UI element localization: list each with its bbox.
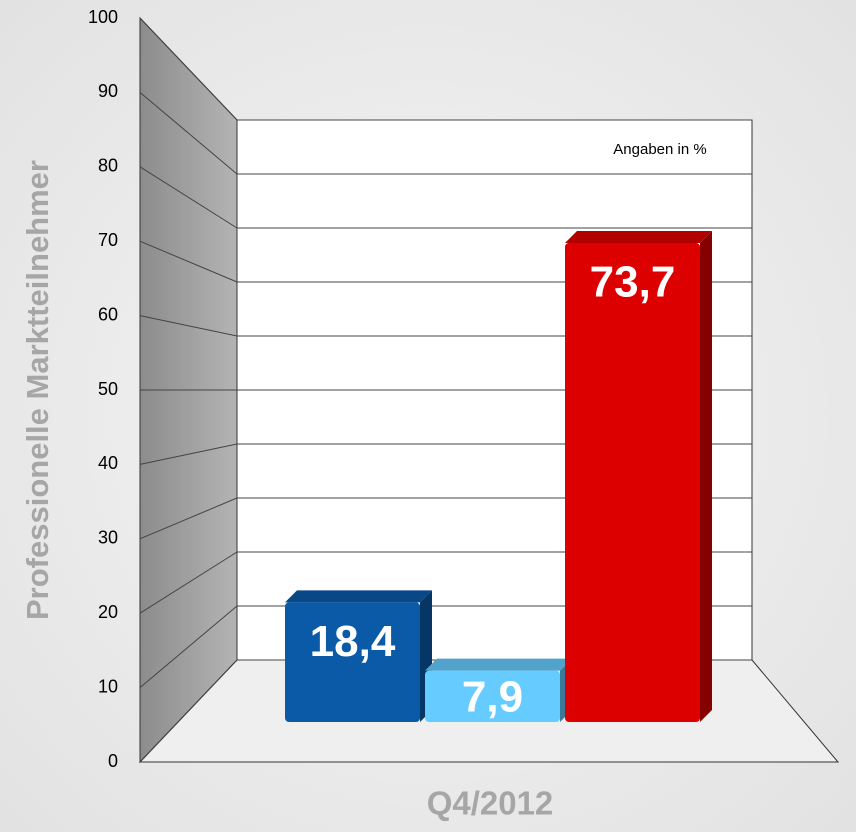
data-label: 7,9: [462, 673, 523, 722]
y-axis-label: Professionelle Marktteilnehmer: [20, 160, 55, 620]
y-tick-label: 100: [88, 7, 118, 27]
bar-top: [565, 230, 712, 243]
y-tick-label: 10: [98, 676, 118, 696]
y-tick-label: 50: [98, 379, 118, 399]
grid-line: [139, 497, 238, 540]
grid-line: [139, 240, 238, 283]
grid-line: [139, 659, 238, 763]
bar: [425, 670, 560, 722]
y-tick-label: 20: [98, 602, 118, 622]
bar-side: [700, 230, 712, 722]
bar-top: [425, 658, 572, 671]
grid-line: [139, 443, 238, 465]
grid-line: [139, 605, 238, 688]
grid-line: [139, 551, 238, 614]
y-tick-label: 30: [98, 528, 118, 548]
data-label: 18,4: [310, 617, 396, 666]
grid-line: [139, 315, 238, 337]
data-label: 73,7: [590, 258, 676, 307]
bar-top: [285, 590, 432, 603]
y-tick-label: 0: [108, 751, 118, 771]
y-tick-label: 70: [98, 230, 118, 250]
y-tick-label: 90: [98, 81, 118, 101]
x-tick-label: Q4/2012: [427, 785, 554, 822]
grid-line: [139, 17, 238, 121]
y-tick-label: 60: [98, 304, 118, 324]
grid-line: [139, 92, 238, 175]
annotation: Angaben in %: [613, 141, 706, 158]
y-tick-label: 80: [98, 156, 118, 176]
grid-line: [139, 166, 238, 229]
y-tick-label: 40: [98, 453, 118, 473]
bar: [565, 242, 700, 722]
bar: [285, 602, 420, 722]
